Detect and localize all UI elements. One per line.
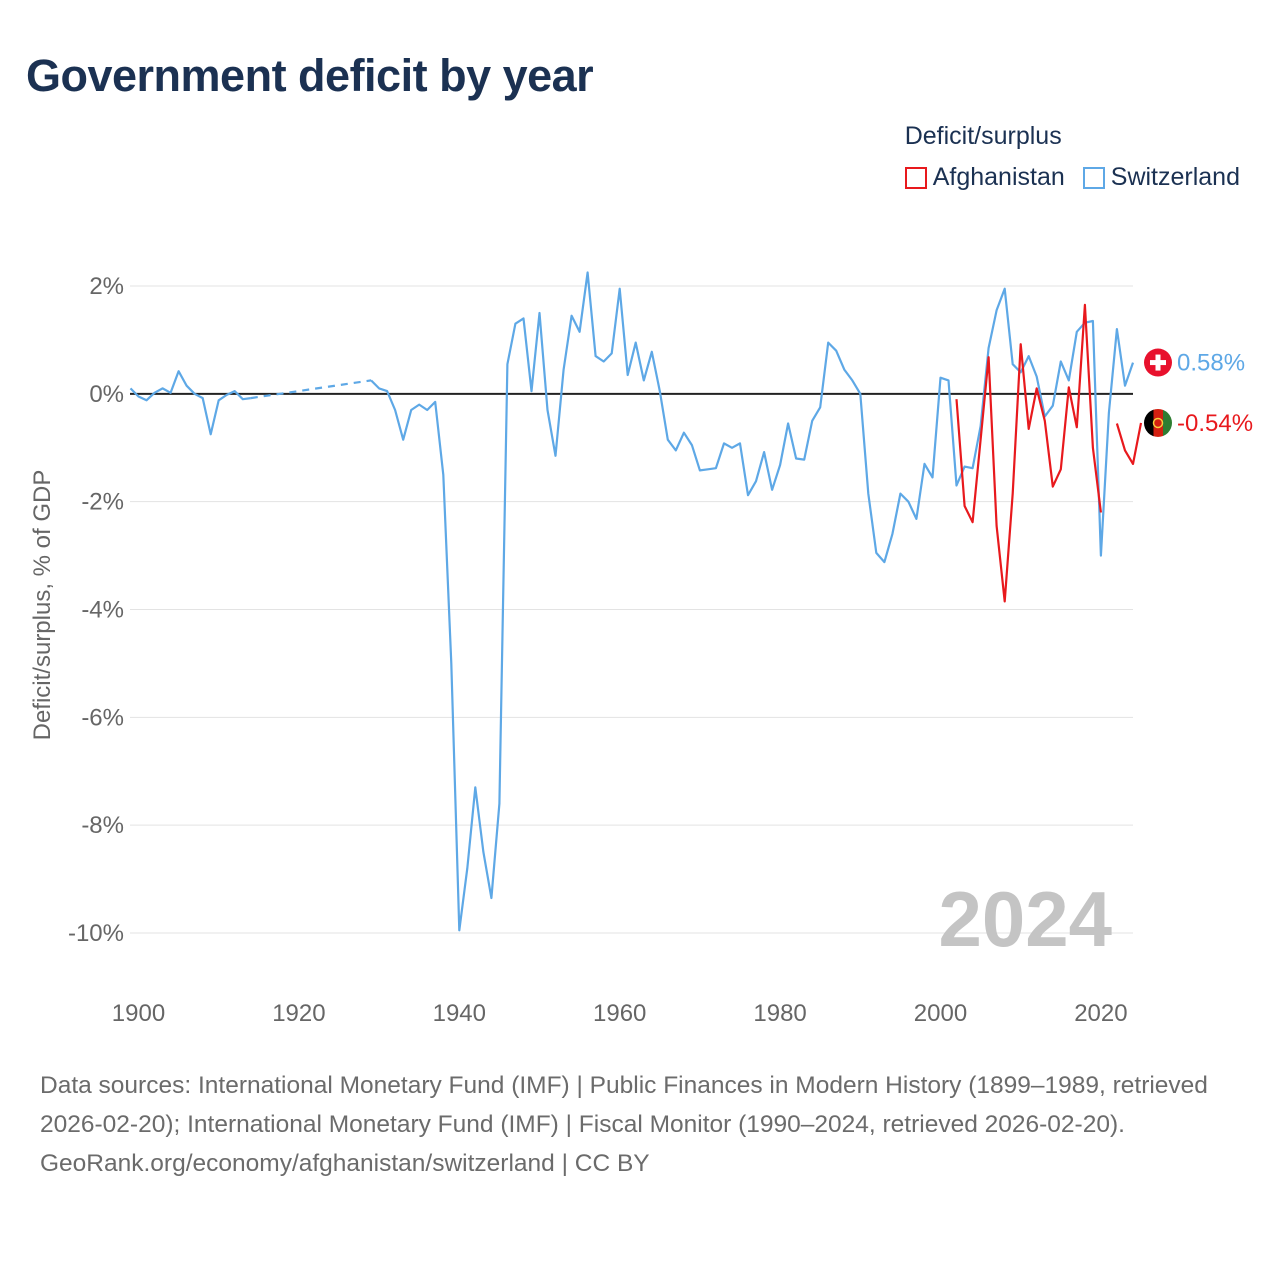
- y-tick-label: 0%: [89, 381, 124, 408]
- y-tick-label: -2%: [81, 489, 124, 516]
- x-tick-label: 1900: [112, 1000, 165, 1027]
- legend: Deficit/surplus Afghanistan Switzerland: [904, 122, 1240, 192]
- series-line-afghanistan: [1115, 422, 1143, 465]
- x-tick-label: 1980: [753, 1000, 806, 1027]
- series-line-afghanistan: [955, 303, 1102, 603]
- chart-area: 2% 0% -2% -4% -6% -8% -10% 1900 1920 1940 1960 198…: [29, 271, 1253, 1027]
- x-axis-ticks: 1900 1920 1940 1960 1980 2000 2020: [112, 1000, 1128, 1027]
- legend-title: Deficit/surplus: [904, 122, 1062, 150]
- flag-cross-h: [1150, 360, 1166, 366]
- flag-stripes: [1144, 408, 1172, 437]
- legend-label-afghanistan: Afghanistan: [932, 163, 1065, 191]
- flag-icon-switzerland: [1144, 348, 1172, 377]
- flag-stripe-green: [1163, 408, 1172, 437]
- y-tick-label: -4%: [81, 597, 124, 624]
- flag-stripe-red: [1153, 408, 1163, 437]
- footer: Data sources: International Monetary Fun…: [40, 1066, 1240, 1183]
- x-tick-label: 1960: [593, 1000, 646, 1027]
- flag-icon-afghanistan: [1144, 408, 1172, 437]
- x-tick-label: 1920: [272, 1000, 325, 1027]
- x-tick-label: 1940: [433, 1000, 486, 1027]
- series-line-switzerland: [370, 271, 1135, 932]
- flag-emblem: [1152, 417, 1164, 429]
- x-tick-label: 2000: [914, 1000, 967, 1027]
- end-label-switzerland: 0.58%: [1177, 350, 1245, 377]
- y-tick-label: -8%: [81, 812, 124, 839]
- data-sources: Data sources: International Monetary Fun…: [40, 1072, 1208, 1138]
- y-tick-label: 2%: [89, 273, 124, 300]
- y-tick-label: -10%: [68, 920, 124, 947]
- legend-item-afghanistan[interactable]: Afghanistan: [904, 163, 1065, 192]
- gridlines: [130, 285, 1133, 934]
- series-line-switzerland: [129, 370, 251, 436]
- legend-label-switzerland: Switzerland: [1110, 163, 1240, 191]
- legend-swatch-afghanistan: [904, 166, 927, 189]
- x-tick-label: 2020: [1074, 1000, 1127, 1027]
- series-lines: [129, 271, 1143, 932]
- end-label-afghanistan: -0.54%: [1177, 410, 1253, 437]
- end-markers: 0.58% -0.54%: [1144, 348, 1253, 437]
- flag-stripe-black: [1144, 408, 1154, 437]
- series-gap-switzerland: [250, 379, 372, 400]
- legend-swatch-switzerland: [1082, 166, 1105, 189]
- year-watermark: 2024: [938, 875, 1112, 963]
- y-axis-label: Deficit/surplus, % of GDP: [29, 470, 56, 741]
- legend-item-switzerland[interactable]: Switzerland: [1082, 163, 1240, 192]
- chart-title: Government deficit by year: [26, 50, 594, 101]
- y-tick-label: -6%: [81, 704, 124, 731]
- y-axis-ticks: 2% 0% -2% -4% -6% -8% -10%: [68, 273, 124, 947]
- credit-link[interactable]: GeoRank.org/economy/afghanistan/switzerl…: [40, 1150, 650, 1177]
